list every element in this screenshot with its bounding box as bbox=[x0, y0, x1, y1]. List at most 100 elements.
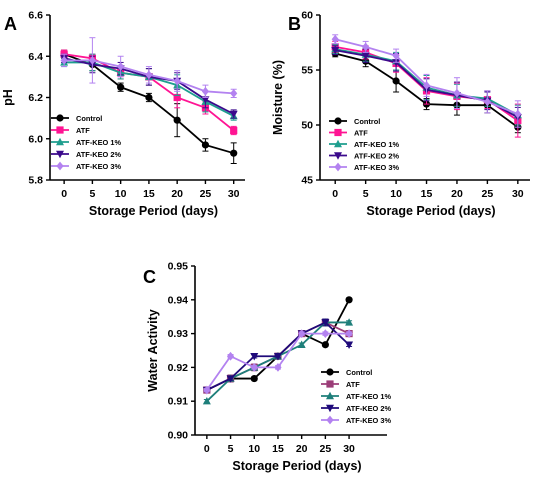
y-axis-label: Moisture (%) bbox=[271, 60, 285, 135]
legend: Control ATF ATF-KEO 1% ATF-KEO 2% ATF-KEO 3% bbox=[321, 368, 391, 425]
data-point bbox=[145, 93, 153, 102]
data-point bbox=[273, 353, 282, 361]
legend-marker bbox=[326, 391, 334, 400]
y-tick-label: 0.93 bbox=[168, 328, 189, 340]
data-point bbox=[60, 55, 68, 65]
legend-label: ATF bbox=[346, 380, 360, 389]
x-tick-label: 10 bbox=[390, 188, 402, 200]
y-tick-label: 45 bbox=[301, 175, 313, 187]
legend-marker bbox=[326, 368, 334, 376]
chart-panel-a: A 5.8 6.0 6.2 6.4 6.6 0 5 10 15 20 25 30 Storage Peri… bbox=[1, 10, 245, 218]
data-point bbox=[392, 77, 400, 85]
data-point bbox=[226, 351, 235, 361]
legend-marker bbox=[334, 152, 342, 160]
legend-marker bbox=[334, 117, 342, 125]
x-tick-label: 15 bbox=[421, 188, 433, 200]
y-tick-label: 55 bbox=[301, 65, 313, 77]
series-atf-keo-3- bbox=[60, 37, 238, 98]
legend-marker bbox=[56, 137, 64, 146]
data-point bbox=[203, 385, 211, 395]
data-point bbox=[250, 363, 258, 372]
x-axis-label: Storage Period (days) bbox=[366, 204, 495, 218]
x-tick-label: 25 bbox=[200, 188, 212, 200]
legend-label: Control bbox=[354, 117, 380, 126]
x-tick-label: 15 bbox=[143, 188, 155, 200]
data-point bbox=[483, 97, 491, 107]
legend-label: ATF-KEO 2% bbox=[76, 150, 121, 159]
legend-label: ATF-KEO 2% bbox=[346, 404, 391, 413]
data-point bbox=[345, 296, 353, 304]
legend-marker bbox=[326, 415, 334, 425]
data-point bbox=[226, 375, 235, 383]
y-tick-label: 60 bbox=[301, 10, 313, 22]
y-tick-label: 50 bbox=[301, 120, 313, 132]
data-point bbox=[298, 329, 306, 338]
data-point bbox=[229, 110, 238, 119]
chart-panel-b: B 45 50 55 60 0 5 10 15 20 25 30 Storage Period (day… bbox=[271, 10, 530, 218]
data-point bbox=[453, 88, 461, 98]
y-tick-label: 6.6 bbox=[28, 10, 43, 22]
legend-label: ATF bbox=[354, 129, 368, 138]
data-point bbox=[117, 62, 125, 71]
data-point bbox=[422, 81, 431, 90]
x-tick-label: 30 bbox=[512, 188, 524, 200]
x-tick-label: 5 bbox=[363, 188, 369, 200]
x-tick-label: 20 bbox=[171, 188, 183, 200]
data-point bbox=[173, 76, 181, 86]
legend-label: ATF-KEO 1% bbox=[346, 392, 391, 401]
x-tick-label: 10 bbox=[248, 443, 260, 455]
y-tick-label: 6.0 bbox=[28, 133, 43, 145]
legend-label: ATF-KEO 2% bbox=[354, 152, 399, 161]
legend-label: ATF-KEO 1% bbox=[354, 140, 399, 149]
y-tick-label: 0.92 bbox=[168, 362, 189, 374]
y-tick-label: 0.90 bbox=[168, 430, 189, 442]
data-point bbox=[250, 374, 258, 383]
y-tick-label: 5.8 bbox=[28, 175, 43, 187]
legend: Control ATF ATF-KEO 1% ATF-KEO 2% ATF-KEO 3% bbox=[51, 114, 121, 171]
legend-marker bbox=[334, 162, 342, 172]
data-point bbox=[173, 93, 181, 102]
x-tick-label: 5 bbox=[228, 443, 234, 455]
y-tick-label: 0.95 bbox=[168, 261, 189, 273]
data-point bbox=[514, 109, 522, 119]
x-tick-label: 20 bbox=[296, 443, 308, 455]
series-atf-keo-3- bbox=[331, 34, 522, 128]
legend-label: Control bbox=[346, 368, 372, 377]
legend-marker bbox=[326, 380, 334, 388]
data-point bbox=[321, 319, 330, 327]
data-point bbox=[321, 341, 329, 349]
data-point bbox=[117, 83, 125, 91]
data-point bbox=[230, 88, 238, 98]
data-point bbox=[173, 116, 181, 124]
data-point bbox=[361, 52, 370, 60]
x-tick-label: 15 bbox=[272, 443, 284, 455]
y-tick-label: 0.91 bbox=[168, 396, 189, 408]
legend-marker bbox=[56, 126, 64, 134]
data-point bbox=[230, 149, 238, 157]
x-tick-label: 30 bbox=[228, 188, 240, 200]
x-tick-label: 20 bbox=[451, 188, 463, 200]
legend-marker bbox=[56, 114, 64, 122]
legend-marker bbox=[56, 150, 64, 159]
panel-label: B bbox=[288, 14, 301, 34]
legend-label: ATF-KEO 3% bbox=[354, 163, 399, 172]
x-tick-label: 25 bbox=[482, 188, 494, 200]
data-point bbox=[331, 34, 339, 44]
data-point bbox=[274, 363, 282, 372]
series-atf-keo-3- bbox=[203, 329, 353, 395]
data-point bbox=[201, 141, 210, 149]
data-point bbox=[345, 318, 354, 326]
x-tick-label: 0 bbox=[61, 188, 67, 200]
panel-label: C bbox=[143, 267, 156, 287]
series-atf-keo-1- bbox=[202, 318, 354, 405]
y-tick-label: 6.4 bbox=[28, 51, 43, 63]
y-tick-label: 6.2 bbox=[28, 92, 43, 104]
data-point bbox=[392, 51, 400, 61]
data-point bbox=[321, 329, 329, 338]
x-axis-label: Storage Period (days) bbox=[89, 204, 218, 218]
data-point bbox=[201, 86, 210, 96]
data-point bbox=[88, 55, 96, 65]
legend-label: ATF bbox=[76, 126, 90, 135]
x-tick-label: 0 bbox=[204, 443, 210, 455]
